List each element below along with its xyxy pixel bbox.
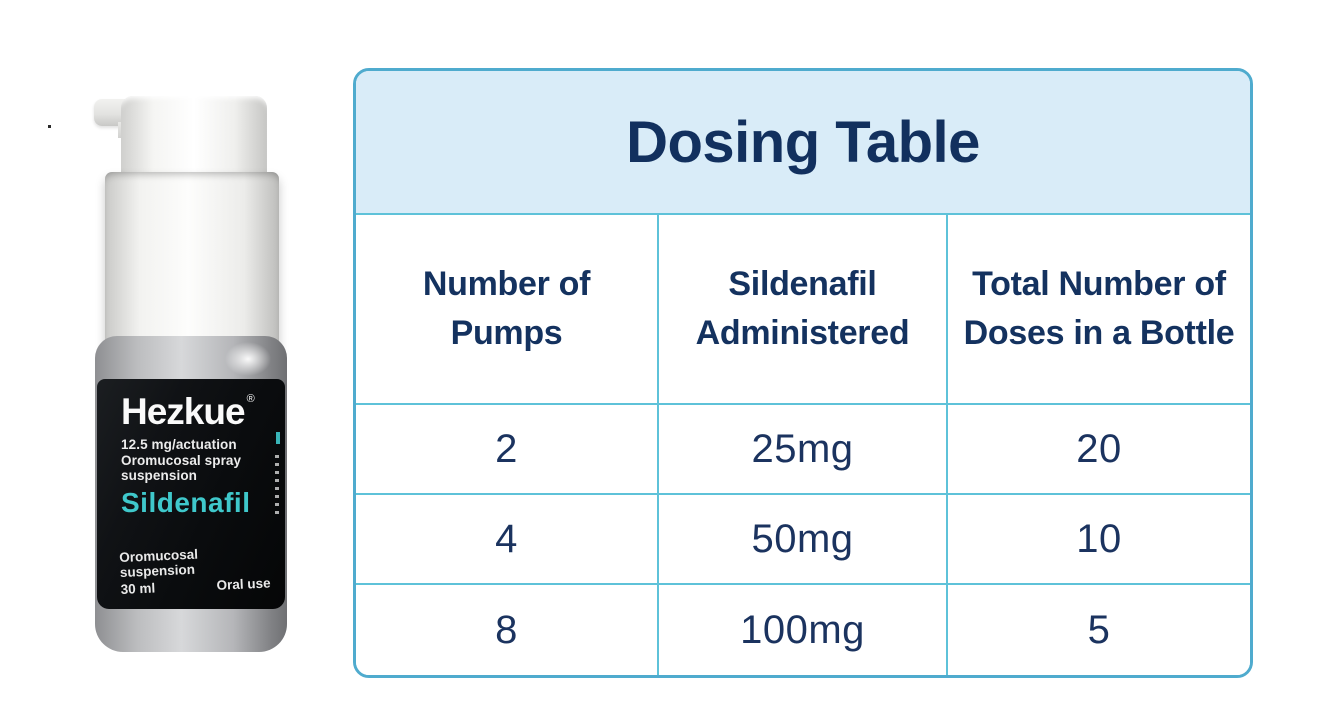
brand-name: Hezkue [121, 391, 246, 432]
dosing-table-card: Dosing Table Number of Pumps Sildenafil … [353, 68, 1253, 678]
table-cell-dose-row2: 50mg [659, 495, 948, 585]
strength-line: 12.5 mg/actuation [121, 437, 237, 452]
table-cell-doses-row1: 20 [948, 405, 1250, 495]
bottle-label: Hezkue ® 12.5 mg/actuation Oromucosal sp… [97, 379, 285, 609]
label-edge-microtext [275, 455, 279, 515]
dosing-table-title-bar: Dosing Table [356, 71, 1250, 215]
dosing-table-title: Dosing Table [626, 109, 980, 175]
table-cell-pumps-row2: 4 [356, 495, 659, 585]
table-cell-doses-row3: 5 [948, 585, 1250, 675]
product-bottle-image: Hezkue ® 12.5 mg/actuation Oromucosal sp… [0, 0, 340, 716]
route-text: Oral use [216, 575, 271, 593]
pump-collar [105, 172, 279, 354]
brand-row: Hezkue ® [121, 393, 273, 430]
glass-highlight [225, 342, 271, 376]
registered-trademark-symbol: ® [246, 393, 255, 405]
label-edge-accent-mark [276, 432, 280, 444]
label-bottom-block: Oromucosal suspension 30 ml Oral use [119, 543, 273, 597]
column-header-number-of-pumps: Number of Pumps [356, 215, 659, 405]
column-header-sildenafil-administered: Sildenafil Administered [659, 215, 948, 405]
table-cell-doses-row2: 10 [948, 495, 1250, 585]
form-line-2: suspension [121, 468, 198, 483]
volume-text: 30 ml [120, 580, 156, 597]
strength-block: 12.5 mg/actuation Oromucosal spray suspe… [121, 437, 273, 484]
table-cell-dose-row1: 25mg [659, 405, 948, 495]
dosing-table-grid: Number of Pumps Sildenafil Administered … [356, 215, 1250, 675]
column-header-total-doses: Total Number of Doses in a Bottle [948, 215, 1250, 405]
form-line-1: Oromucosal spray [121, 452, 242, 468]
pump-actuator [121, 96, 267, 178]
table-cell-dose-row3: 100mg [659, 585, 948, 675]
active-ingredient: Sildenafil [121, 486, 251, 518]
suspension-line: Oromucosal suspension [118, 546, 199, 581]
table-cell-pumps-row1: 2 [356, 405, 659, 495]
image-speck [48, 125, 51, 128]
table-cell-pumps-row3: 8 [356, 585, 659, 675]
